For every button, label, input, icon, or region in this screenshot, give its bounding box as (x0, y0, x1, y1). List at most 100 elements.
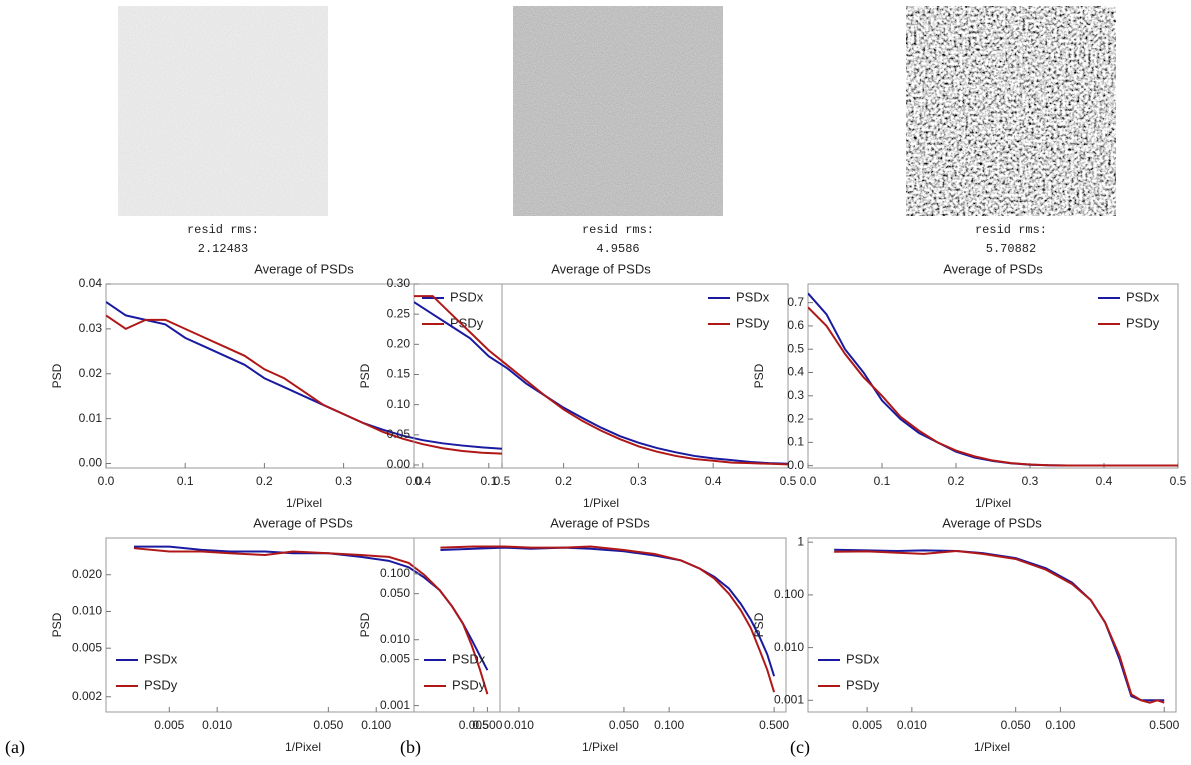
rms-value: 4.9586 (596, 242, 639, 256)
series-line (440, 546, 776, 677)
x-axis-label: 1/Pixel (975, 496, 1011, 510)
y-tick-label: 0.01 (79, 411, 103, 425)
y-tick-label: 0.25 (387, 306, 411, 320)
y-axis-label: PSD (50, 612, 64, 637)
x-tick-label: 0.4 (414, 474, 431, 488)
plot-frame (413, 283, 789, 469)
legend-label: PSDx (1126, 289, 1160, 304)
legend-label: PSDx (450, 289, 484, 304)
legend-label: PSDx (144, 651, 178, 666)
y-tick-label: 0.001 (380, 698, 410, 712)
y-tick-label: 0.001 (774, 692, 804, 706)
legend-label: PSDy (846, 677, 880, 692)
rms-value: 5.70882 (986, 242, 1036, 256)
plot-frame (807, 283, 1179, 469)
x-tick-label: 0.3 (630, 474, 647, 488)
y-tick-label: 0.00 (387, 457, 411, 471)
x-tick-label: 0.100 (1045, 718, 1075, 732)
series-line (133, 547, 489, 695)
y-tick-label: 0.6 (787, 318, 804, 332)
chart-title: Average of PSDs (254, 261, 354, 276)
chart-title: Average of PSDs (253, 515, 353, 530)
x-tick-label: 0.4 (1096, 474, 1113, 488)
rms-value: 2.12483 (198, 242, 248, 256)
y-tick-label: 0.050 (380, 586, 410, 600)
rms-label: resid rms: (975, 223, 1047, 237)
x-tick-label: 0.005 (154, 718, 184, 732)
x-tick-label: 0.3 (335, 474, 352, 488)
x-tick-label: 0.050 (609, 718, 639, 732)
x-tick-label: 0.050 (1001, 718, 1031, 732)
series-line (106, 314, 502, 455)
legend-label: PSDy (452, 677, 486, 692)
chart-title: Average of PSDs (943, 261, 1043, 276)
y-tick-label: 0.005 (380, 652, 410, 666)
x-tick-label: 0.005 (852, 718, 882, 732)
x-tick-label: 0.010 (504, 718, 534, 732)
legend-label: PSDy (736, 315, 770, 330)
x-tick-label: 0.2 (555, 474, 572, 488)
x-tick-label: 0.0 (406, 474, 423, 488)
y-axis-label: PSD (358, 612, 372, 637)
legend-label: PSDx (736, 289, 770, 304)
x-axis-label: 1/Pixel (582, 740, 618, 754)
x-tick-label: 0.5 (1170, 474, 1187, 488)
plot-frame (807, 537, 1177, 713)
y-tick-label: 0.30 (387, 276, 411, 290)
residual-image (906, 6, 1116, 216)
y-tick-label: 0.1 (787, 435, 804, 449)
legend-label: PSDy (450, 315, 484, 330)
y-axis-label: PSD (358, 363, 372, 388)
y-tick-label: 0.05 (387, 427, 411, 441)
legend-label: PSDy (1126, 315, 1160, 330)
x-axis-label: 1/Pixel (974, 740, 1010, 754)
x-tick-label: 0.005 (459, 718, 489, 732)
x-tick-label: 0.2 (256, 474, 273, 488)
panel-label: (a) (5, 737, 25, 758)
y-tick-label: 0.5 (787, 341, 804, 355)
y-tick-label: 0.04 (79, 276, 103, 290)
legend-label: PSDy (144, 677, 178, 692)
x-tick-label: 0.0 (98, 474, 115, 488)
y-tick-label: 1 (797, 534, 804, 548)
x-tick-label: 0.010 (202, 718, 232, 732)
series-line (808, 306, 1178, 467)
y-tick-label: 0.3 (787, 388, 804, 402)
y-axis-label: PSD (50, 363, 64, 388)
panel-label: (b) (400, 737, 421, 758)
chart-title: Average of PSDs (942, 515, 1042, 530)
chart-title: Average of PSDs (551, 261, 651, 276)
residual-image (118, 6, 328, 216)
x-tick-label: 0.5 (780, 474, 797, 488)
panel-label: (c) (790, 737, 810, 758)
series-line (106, 301, 502, 450)
x-tick-label: 0.1 (177, 474, 194, 488)
x-tick-label: 0.050 (313, 718, 343, 732)
y-tick-label: 0.0 (787, 458, 804, 472)
y-tick-label: 0.100 (380, 566, 410, 580)
plot-frame (105, 537, 501, 713)
series-line (440, 545, 776, 693)
y-tick-label: 0.00 (79, 456, 103, 470)
x-tick-label: 0.500 (472, 718, 502, 732)
x-axis-label: 1/Pixel (286, 496, 322, 510)
x-tick-label: 0.100 (654, 718, 684, 732)
chart-title: Average of PSDs (550, 515, 650, 530)
y-tick-label: 0.03 (79, 321, 103, 335)
y-tick-label: 0.15 (387, 367, 411, 381)
y-tick-label: 0.005 (72, 640, 102, 654)
rms-label: resid rms: (582, 223, 654, 237)
x-axis-label: 1/Pixel (583, 496, 619, 510)
x-tick-label: 0.010 (897, 718, 927, 732)
plot-frame (413, 537, 787, 713)
y-tick-label: 0.100 (774, 587, 804, 601)
x-tick-label: 0.1 (874, 474, 891, 488)
y-tick-label: 0.010 (774, 640, 804, 654)
x-tick-label: 0.3 (1022, 474, 1039, 488)
series-line (834, 549, 1165, 704)
y-tick-label: 0.4 (787, 365, 804, 379)
plot-frame (105, 283, 503, 469)
series-line (808, 292, 1178, 467)
legend-label: PSDx (452, 651, 486, 666)
